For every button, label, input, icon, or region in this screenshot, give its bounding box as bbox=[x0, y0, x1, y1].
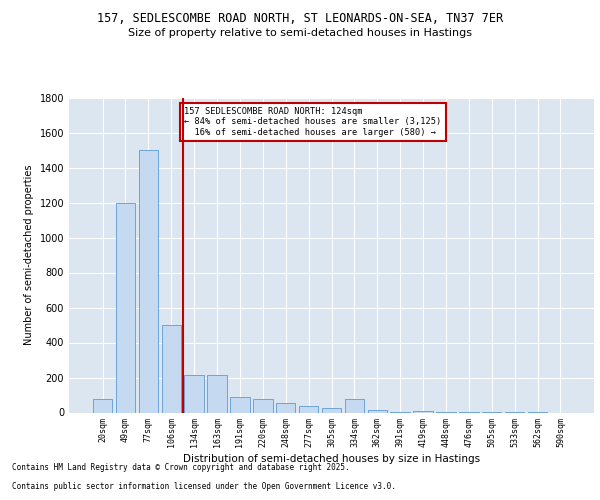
Bar bbox=[368, 410, 387, 412]
Bar bbox=[276, 403, 295, 412]
Bar bbox=[253, 400, 272, 412]
Bar bbox=[322, 408, 341, 412]
X-axis label: Distribution of semi-detached houses by size in Hastings: Distribution of semi-detached houses by … bbox=[183, 454, 480, 464]
Y-axis label: Number of semi-detached properties: Number of semi-detached properties bbox=[24, 165, 34, 346]
Bar bbox=[413, 411, 433, 412]
Bar bbox=[230, 397, 250, 412]
Bar bbox=[208, 375, 227, 412]
Bar bbox=[184, 375, 204, 412]
Bar bbox=[116, 202, 135, 412]
Bar bbox=[93, 400, 112, 412]
Text: Size of property relative to semi-detached houses in Hastings: Size of property relative to semi-detach… bbox=[128, 28, 472, 38]
Text: 157 SEDLESCOMBE ROAD NORTH: 124sqm
← 84% of semi-detached houses are smaller (3,: 157 SEDLESCOMBE ROAD NORTH: 124sqm ← 84%… bbox=[185, 107, 442, 137]
Bar bbox=[299, 406, 319, 412]
Bar bbox=[139, 150, 158, 412]
Text: 157, SEDLESCOMBE ROAD NORTH, ST LEONARDS-ON-SEA, TN37 7ER: 157, SEDLESCOMBE ROAD NORTH, ST LEONARDS… bbox=[97, 12, 503, 26]
Text: Contains public sector information licensed under the Open Government Licence v3: Contains public sector information licen… bbox=[12, 482, 396, 491]
Bar bbox=[161, 325, 181, 412]
Text: Contains HM Land Registry data © Crown copyright and database right 2025.: Contains HM Land Registry data © Crown c… bbox=[12, 464, 350, 472]
Bar bbox=[344, 398, 364, 412]
